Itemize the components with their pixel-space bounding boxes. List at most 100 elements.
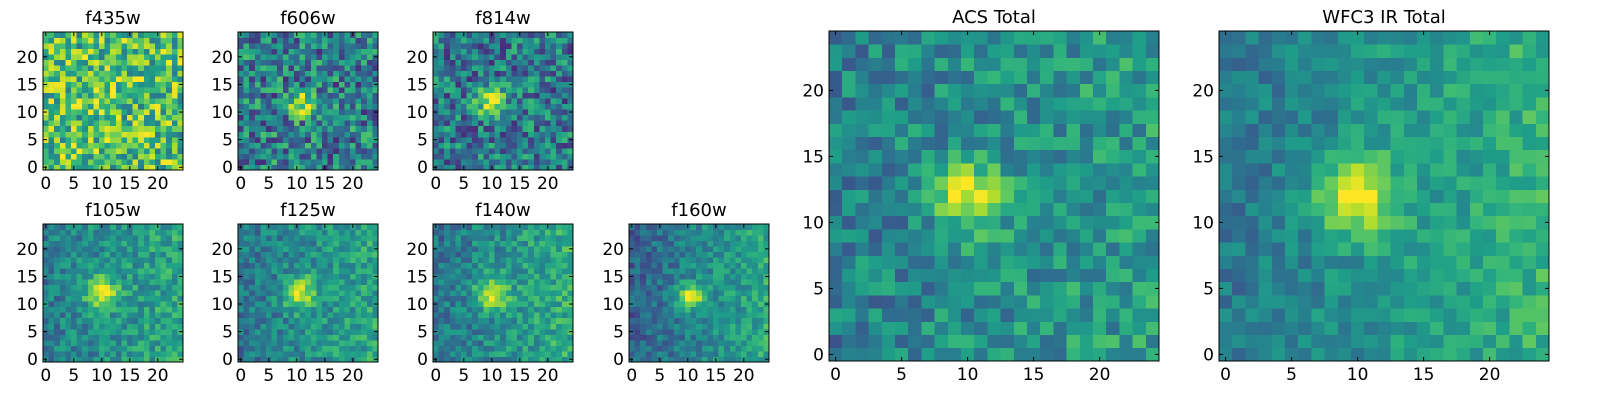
heatmap-cell xyxy=(444,76,451,83)
heatmap-cell xyxy=(746,224,753,230)
heatmap-cell xyxy=(881,215,896,230)
heatmap-cell xyxy=(489,339,495,346)
heatmap-cell xyxy=(528,295,535,302)
heatmap-cell xyxy=(104,125,111,132)
heatmap-cell xyxy=(271,142,278,149)
heatmap-cell xyxy=(238,37,244,44)
heatmap-cell xyxy=(461,158,467,165)
heatmap-cell xyxy=(455,92,462,99)
heatmap-cell xyxy=(361,306,368,313)
heatmap-cell xyxy=(344,290,351,297)
heatmap-cell xyxy=(76,37,83,44)
heatmap-cell xyxy=(361,262,368,269)
heatmap-cell xyxy=(104,290,111,297)
heatmap-cell xyxy=(271,81,278,88)
heatmap-cell xyxy=(327,323,334,330)
heatmap-cell xyxy=(177,323,184,330)
heatmap-cell xyxy=(673,284,680,291)
heatmap-cell xyxy=(327,65,334,72)
heatmap-cell xyxy=(288,295,295,302)
heatmap-cell xyxy=(322,76,328,83)
heatmap-cell xyxy=(645,356,652,363)
heatmap-cell xyxy=(338,246,345,252)
heatmap-cell xyxy=(668,257,675,264)
heatmap-cell xyxy=(673,290,680,297)
heatmap-cell xyxy=(344,257,351,264)
heatmap-cell xyxy=(517,59,523,66)
heatmap-cell xyxy=(629,257,635,264)
heatmap-cell xyxy=(1093,255,1107,269)
heatmap-cell xyxy=(449,273,456,280)
heatmap-cell xyxy=(533,92,540,99)
heatmap-cell xyxy=(539,136,546,143)
heatmap-cell xyxy=(489,87,495,94)
heatmap-cell xyxy=(444,109,451,116)
heatmap-cell xyxy=(104,339,111,346)
heatmap-cell xyxy=(99,235,105,241)
heatmap-cell xyxy=(361,153,368,160)
heatmap-cell xyxy=(366,235,373,241)
heatmap-cell xyxy=(472,284,479,291)
heatmap-cell xyxy=(160,301,167,308)
heatmap-cell xyxy=(868,321,883,335)
heatmap-cell xyxy=(149,59,156,66)
heatmap-cell xyxy=(466,317,473,324)
heatmap-cell xyxy=(294,81,300,88)
heatmap-cell xyxy=(444,290,451,297)
heatmap-cell xyxy=(361,350,368,357)
heatmap-cell xyxy=(483,262,490,269)
heatmap-cell xyxy=(511,114,518,121)
heatmap-cell xyxy=(522,350,529,357)
heatmap-cell xyxy=(651,235,658,241)
heatmap-cell xyxy=(500,224,507,230)
heatmap-cell xyxy=(166,120,173,127)
heatmap-cell xyxy=(82,334,89,341)
heatmap-cell xyxy=(545,103,551,110)
heatmap-cell xyxy=(121,114,128,121)
heatmap-cell xyxy=(746,251,753,258)
heatmap-cell xyxy=(143,32,150,38)
heatmap-cell xyxy=(724,350,731,357)
heatmap-cell xyxy=(533,273,540,280)
heatmap-cell xyxy=(1013,176,1028,190)
heatmap-cell xyxy=(355,125,362,132)
heatmap-cell xyxy=(344,350,351,357)
heatmap-cell xyxy=(640,356,647,363)
heatmap-cell xyxy=(690,262,697,269)
heatmap-cell xyxy=(322,131,328,138)
heatmap-cell xyxy=(483,32,490,38)
heatmap-cell xyxy=(93,301,100,308)
heatmap-cell xyxy=(505,284,512,291)
heatmap-cell xyxy=(757,257,764,264)
heatmap-cell xyxy=(550,229,557,236)
heatmap-cell xyxy=(338,262,345,269)
heatmap-cell xyxy=(121,262,128,269)
heatmap-cell xyxy=(372,262,379,269)
heatmap-cell xyxy=(438,350,445,357)
heatmap-cell xyxy=(455,136,462,143)
heatmap-cell xyxy=(372,76,379,83)
heatmap-cell xyxy=(1145,176,1160,190)
heatmap-cell xyxy=(249,37,256,44)
heatmap-cell xyxy=(71,251,77,258)
heatmap-cell xyxy=(545,306,551,313)
heatmap-cell xyxy=(444,114,451,121)
heatmap-cell xyxy=(741,306,747,313)
heatmap-cell xyxy=(528,290,535,297)
heatmap-cell xyxy=(511,70,518,77)
heatmap-cell xyxy=(155,273,161,280)
heatmap-cell xyxy=(679,345,686,352)
heatmap-cell xyxy=(438,142,445,149)
heatmap-cell xyxy=(517,345,523,352)
heatmap-cell xyxy=(690,235,697,241)
heatmap-cell xyxy=(65,295,72,302)
heatmap-cell xyxy=(71,54,77,60)
heatmap-cell xyxy=(511,356,518,363)
heatmap-cell xyxy=(277,345,284,352)
heatmap-cell xyxy=(550,257,557,264)
heatmap-cell xyxy=(511,92,518,99)
heatmap-cell xyxy=(143,153,150,160)
heatmap-cell xyxy=(288,279,295,286)
heatmap-cell xyxy=(333,81,340,88)
heatmap-cell xyxy=(338,59,345,66)
